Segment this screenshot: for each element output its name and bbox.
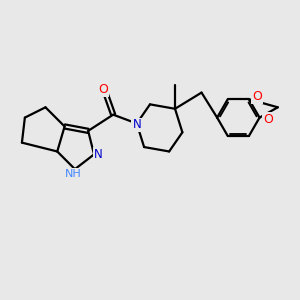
Text: O: O [252,90,262,103]
Text: N: N [94,148,103,161]
Text: O: O [98,82,108,95]
Text: O: O [263,112,273,126]
Text: NH: NH [65,169,82,178]
Text: N: N [132,118,141,131]
